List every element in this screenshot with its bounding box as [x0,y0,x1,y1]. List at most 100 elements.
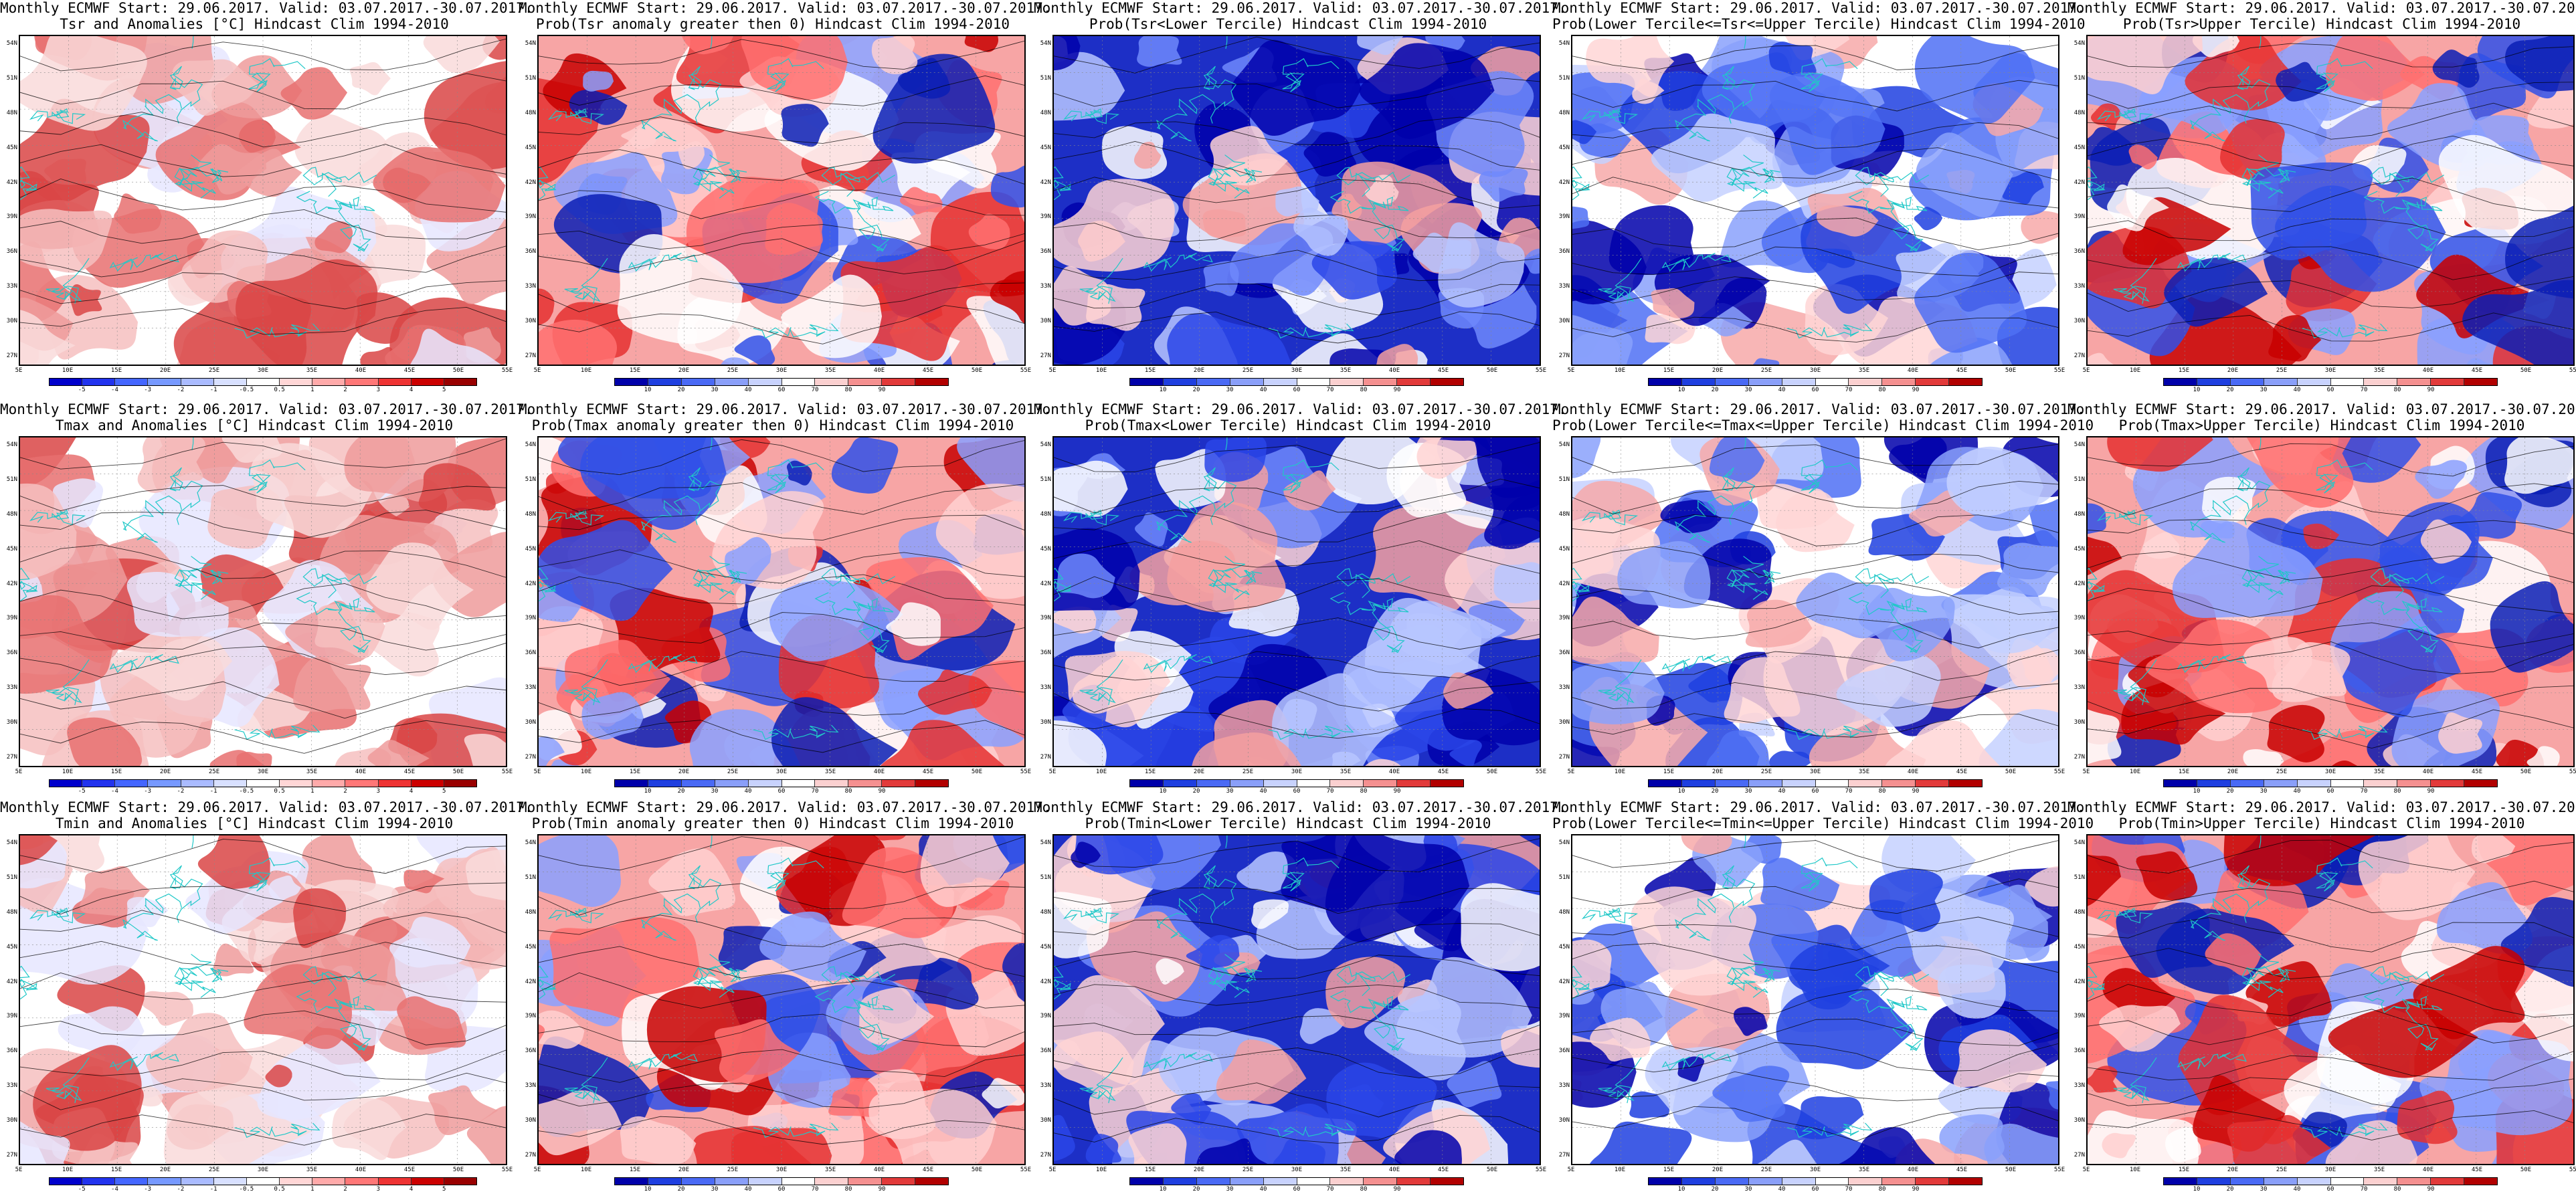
longitude-label: 35E [1340,1167,1352,1173]
latitude-label: 48N [6,109,17,116]
longitude-label: 35E [1340,367,1352,374]
map-frame [1052,35,1541,366]
colorbar-swatch [781,1178,816,1185]
colorbar-swatch [1196,1178,1230,1185]
latitude-label: 54N [1040,40,1051,47]
longitude-label: 35E [2373,769,2385,775]
forecast-panel: Monthly ECMWF Start: 29.06.2017. Valid: … [2067,0,2576,401]
colorbar-swatch [280,379,313,385]
latitude-label: 48N [2074,109,2085,116]
map-frame [1571,35,2059,366]
colorbar-tick-label: 40 [744,788,752,795]
colorbar-swatch [1163,780,1197,787]
colorbar-tick-label: -3 [144,1186,152,1193]
colorbar-tick-label: 2 [343,1186,347,1193]
colorbar-swatch [2264,1178,2298,1185]
colorbar-swatch [1715,1178,1749,1185]
map-frame [1052,834,1541,1165]
colorbar-swatch [715,780,749,787]
map-frame [2086,834,2575,1165]
colorbar-swatch [1782,379,1816,385]
colorbar-swatch [345,780,379,787]
colorbar-swatch [181,1178,214,1185]
colorbar-swatch [1397,379,1431,385]
colorbar-tick-label: 70 [2360,387,2368,393]
colorbar-tick-label: 30 [711,1186,719,1193]
panel-title-header: Monthly ECMWF Start: 29.06.2017. Valid: … [1034,401,1567,417]
latitude-label: 51N [525,74,536,82]
latitude-label: 48N [6,908,17,916]
latitude-label: 48N [2074,908,2085,916]
panel-title: Monthly ECMWF Start: 29.06.2017. Valid: … [0,0,533,32]
map-frame [19,35,507,366]
colorbar-tick-label: 40 [1778,788,1786,795]
map-frame [1052,436,1541,767]
colorbar-swatch [1849,780,1883,787]
map-field [2088,835,2573,1164]
longitude-label: 30E [2324,1167,2336,1173]
longitude-label: 45E [1956,769,1968,775]
longitude-label: 50E [1486,367,1498,374]
panel-title-variable: Prob(Tmin anomaly greater then 0) Hindca… [531,815,1014,831]
colorbar-tick-label: 80 [1878,1186,1886,1193]
colorbar-swatch [715,379,749,385]
colorbar-swatch [1364,780,1398,787]
colorbar-tick-label: 80 [2393,387,2401,393]
panel-title-header: Monthly ECMWF Start: 29.06.2017. Valid: … [0,0,533,16]
latitude-label: 54N [2074,40,2085,47]
colorbar-tick-label: 40 [744,1186,752,1193]
longitude-label: 10E [580,1167,592,1173]
latitude-label: 36N [525,248,536,256]
latitude-label: 42N [6,179,17,186]
panel-title: Monthly ECMWF Start: 29.06.2017. Valid: … [519,0,1052,32]
longitude-label: 40E [2422,1167,2434,1173]
colorbar-labels: 10 20 30 40 60 70 80 90 [2163,1186,2498,1194]
panel-title: Monthly ECMWF Start: 29.06.2017. Valid: … [1034,401,1567,433]
latitude-label: 36N [1558,248,1570,256]
colorbar-tick-label: 60 [777,1186,786,1193]
colorbar-swatch [815,780,849,787]
longitude-label: 25E [2276,769,2288,775]
latitude-label: 42N [1040,179,1051,186]
latitude-label: 45N [6,545,17,553]
latitude-label: 42N [525,978,536,985]
colorbar-swatch [1949,379,1983,385]
colorbar-tick-label: 30 [711,788,719,795]
forecast-panel: Monthly ECMWF Start: 29.06.2017. Valid: … [519,799,1052,1201]
colorbar-tick-label: 4 [409,387,413,393]
longitude-label: 25E [727,1167,739,1173]
latitude-label: 45N [2074,545,2085,553]
longitude-label: 15E [2178,367,2190,374]
longitude-label: 55E [501,1167,513,1173]
colorbar-swatch [213,379,247,385]
map-field [1054,437,1540,766]
longitude-label: 10E [580,367,592,374]
forecast-panel: Monthly ECMWF Start: 29.06.2017. Valid: … [1552,0,2086,401]
colorbar-tick-label: 20 [1711,387,1719,393]
colorbar-tick-label: 10 [1677,387,1685,393]
colorbar-swatch [848,379,883,385]
longitude-label: 15E [1663,367,1675,374]
longitude-label: 50E [452,1167,464,1173]
colorbar-swatch [2264,379,2298,385]
longitude-label: 30E [257,769,269,775]
colorbar-swatch [378,379,411,385]
longitude-label: 45E [2471,367,2483,374]
longitude-label: 20E [159,1167,171,1173]
map-frame [1571,834,2059,1165]
longitude-label: 50E [452,769,464,775]
colorbar-swatch [1882,780,1916,787]
colorbar-swatch [148,1178,181,1185]
latitude-label: 42N [6,978,17,985]
latitude-label: 51N [525,476,536,483]
colorbar-tick-label: 40 [1259,788,1267,795]
latitude-label: 36N [2074,649,2085,657]
longitude-label: 5E [1567,1167,1575,1173]
colorbar-tick-label: -1 [209,1186,217,1193]
longitude-label: 35E [306,367,318,374]
longitude-label: 35E [824,1167,836,1173]
longitude-label: 10E [1614,769,1626,775]
colorbar-tick-label: 30 [1226,1186,1234,1193]
longitude-label: 20E [1712,1167,1724,1173]
longitude-label: 25E [727,367,739,374]
